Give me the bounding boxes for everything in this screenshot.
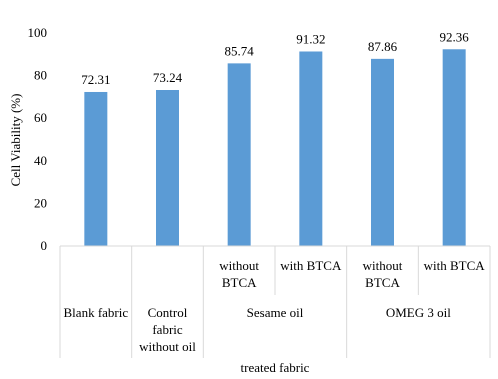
category-label: Control fabric without oil — [139, 305, 196, 354]
data-label: 92.36 — [440, 29, 470, 44]
group-label: Sesame oil — [247, 305, 304, 320]
y-tick-label: 40 — [34, 153, 47, 168]
bar — [84, 91, 108, 246]
category-sub-label: with BTCA — [280, 258, 342, 273]
data-label: 72.31 — [81, 72, 110, 87]
bar — [227, 63, 251, 247]
data-label: 85.74 — [225, 43, 255, 58]
y-tick-label: 60 — [34, 110, 47, 125]
data-label: 73.24 — [153, 70, 183, 85]
category-sub-label: with BTCA — [424, 258, 486, 273]
group-label: OMEG 3 oil — [386, 305, 451, 320]
data-label: 91.32 — [296, 31, 325, 46]
bar — [299, 51, 323, 246]
y-tick-label: 80 — [34, 68, 47, 83]
y-tick-label: 20 — [34, 195, 47, 210]
x-axis-title: treated fabric — [241, 360, 310, 374]
y-axis-title: Cell Viability (%) — [8, 94, 23, 187]
category-sub-label: without BTCA — [219, 258, 259, 290]
bar — [442, 49, 466, 247]
category-label: Blank fabric — [64, 305, 129, 320]
data-label: 87.86 — [368, 39, 398, 54]
y-tick-label: 100 — [28, 25, 48, 40]
category-sub-label: without BTCA — [363, 258, 403, 290]
y-tick-label: 0 — [41, 238, 48, 253]
bar — [371, 58, 394, 246]
bar — [156, 89, 179, 246]
